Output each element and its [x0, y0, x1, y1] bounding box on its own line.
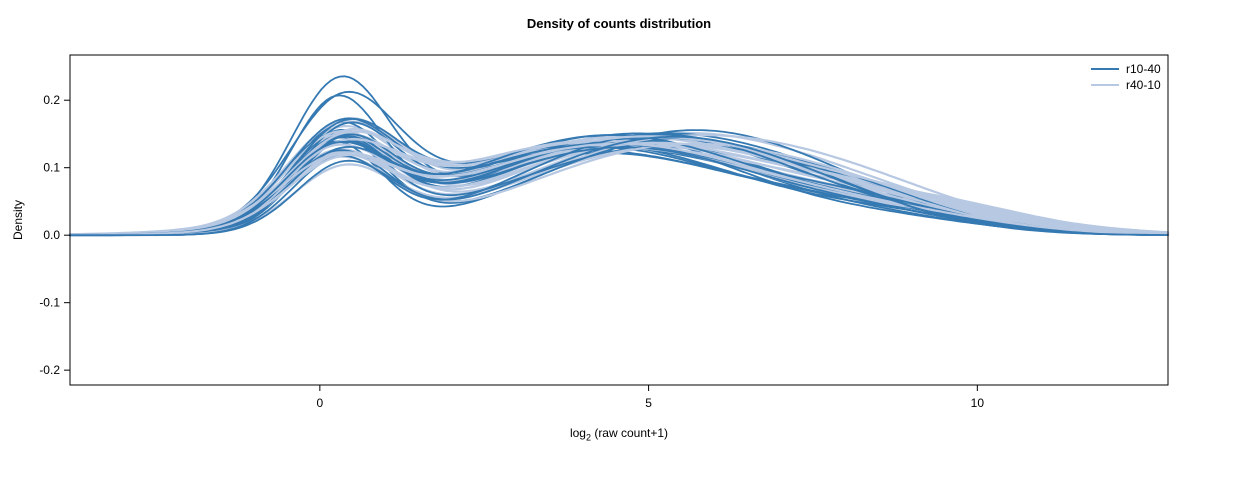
legend-label-r40-10: r40-10	[1126, 77, 1161, 92]
x-axis-label: log2 (raw count+1)	[70, 426, 1168, 442]
x-axis-label-prefix: log	[569, 426, 586, 440]
legend: r10-40 r40-10	[1091, 61, 1161, 92]
chart-title: Density of counts distribution	[526, 16, 712, 31]
x-tick-label: 5	[645, 396, 652, 410]
legend-line-swatch-r10-40	[1091, 67, 1119, 70]
x-tick-label: 10	[971, 396, 985, 410]
y-tick-label: -0.1	[39, 296, 60, 310]
x-tick-label: 0	[317, 396, 324, 410]
y-tick-label: 0.1	[43, 161, 60, 175]
density-curve-r40-10	[68, 142, 1170, 237]
legend-line-swatch-r40-10	[1091, 83, 1119, 86]
legend-entry-r10-40: r10-40	[1091, 61, 1161, 76]
y-tick-label: -0.2	[39, 363, 60, 377]
y-tick-label: 0.0	[43, 228, 60, 242]
plot-box	[69, 54, 1169, 386]
legend-label-r10-40: r10-40	[1126, 61, 1161, 76]
legend-entry-r40-10: r40-10	[1091, 77, 1161, 92]
x-axis-label-subscript: 2	[585, 432, 591, 443]
x-axis-label-suffix: (raw count+1)	[590, 426, 669, 440]
y-tick-label: 0.2	[43, 93, 60, 107]
density-curve-r10-40	[69, 135, 1169, 237]
